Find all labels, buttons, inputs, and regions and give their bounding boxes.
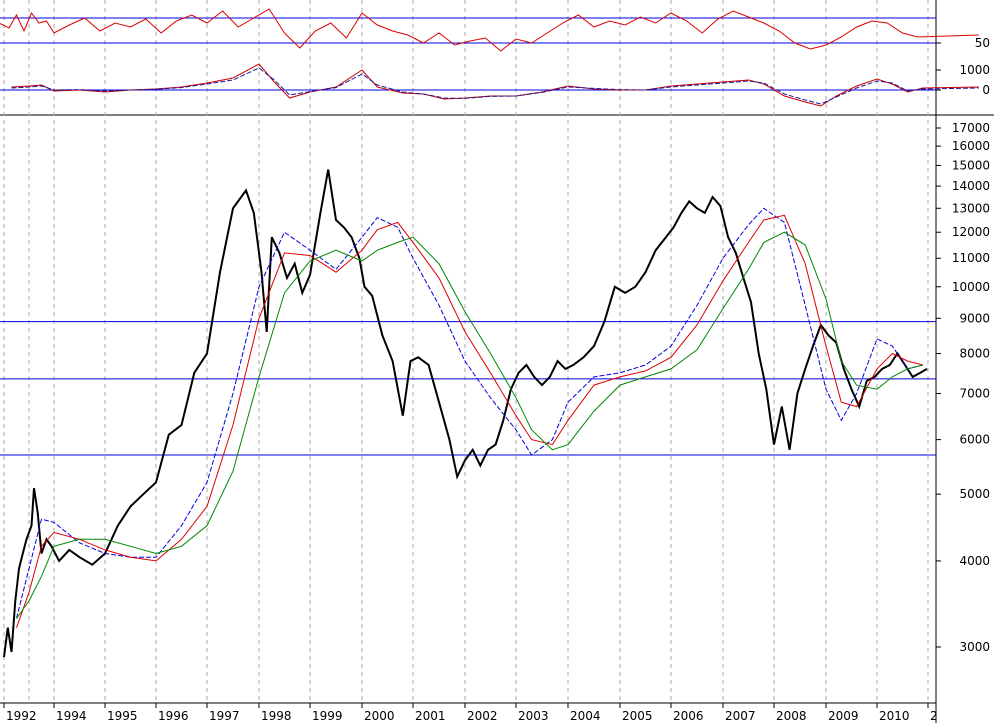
y-tick-label: 0 xyxy=(982,83,990,97)
oscillator-panel: 50 xyxy=(0,8,990,52)
y-tick-label: 15000 xyxy=(952,158,990,172)
x-tick-label: 1996 xyxy=(158,709,189,723)
price-panel: 17000 16000 15000 14000 13000 12000 11000 10000… xyxy=(0,121,990,658)
x-tick-label: 1999 xyxy=(312,709,343,723)
x-tick-label: 2001 xyxy=(415,709,446,723)
y-tick-label: 1000 xyxy=(959,63,990,77)
x-tick-label: 1998 xyxy=(261,709,292,723)
momentum-panel: 1000 0 xyxy=(0,63,990,107)
x-tick-label: 2000 xyxy=(364,709,395,723)
x-tick-label: 2004 xyxy=(570,709,601,723)
y-tick-label: 12000 xyxy=(952,225,990,239)
series-line xyxy=(16,231,924,619)
series-line xyxy=(3,169,928,658)
year-gridlines xyxy=(3,0,929,703)
x-tick-label: 2005 xyxy=(622,709,653,723)
x-tick-label: 1995 xyxy=(107,709,138,723)
y-tick-label: 7000 xyxy=(959,386,990,400)
x-tick-label: 2008 xyxy=(776,709,807,723)
y-tick-label: 17000 xyxy=(952,121,990,135)
x-axis: 1992 1994 1995 1996 1997 1998 1999 2000 2001 2002… xyxy=(3,703,938,723)
y-tick-label: 14000 xyxy=(952,179,990,193)
x-tick-label: 1994 xyxy=(56,709,87,723)
series-line xyxy=(16,214,924,628)
y-tick-label: 10000 xyxy=(952,280,990,294)
x-tick-label: 1997 xyxy=(209,709,240,723)
y-tick-label: 13000 xyxy=(952,201,990,215)
x-tick-label: 2003 xyxy=(518,709,549,723)
x-tick-label: 2007 xyxy=(725,709,756,723)
y-tick-label: 8000 xyxy=(959,347,990,361)
y-tick-label: 50 xyxy=(975,36,990,50)
y-tick-label: 3000 xyxy=(959,640,990,654)
series-line xyxy=(11,63,979,107)
y-tick-label: 9000 xyxy=(959,311,990,325)
y-tick-label: 16000 xyxy=(952,139,990,153)
x-tick-label: 1992 xyxy=(6,709,37,723)
x-tick-label: 2010 xyxy=(879,709,910,723)
x-tick-label: 2002 xyxy=(467,709,498,723)
y-tick-label: 11000 xyxy=(952,251,990,265)
x-tick-label: 2 xyxy=(930,709,938,723)
series-line xyxy=(16,207,924,619)
y-tick-label: 6000 xyxy=(959,433,990,447)
series-line xyxy=(11,67,979,105)
x-tick-label: 2006 xyxy=(673,709,704,723)
x-tick-label: 2009 xyxy=(828,709,859,723)
y-tick-label: 5000 xyxy=(959,487,990,501)
y-tick-label: 4000 xyxy=(959,554,990,568)
series-line xyxy=(0,8,979,52)
